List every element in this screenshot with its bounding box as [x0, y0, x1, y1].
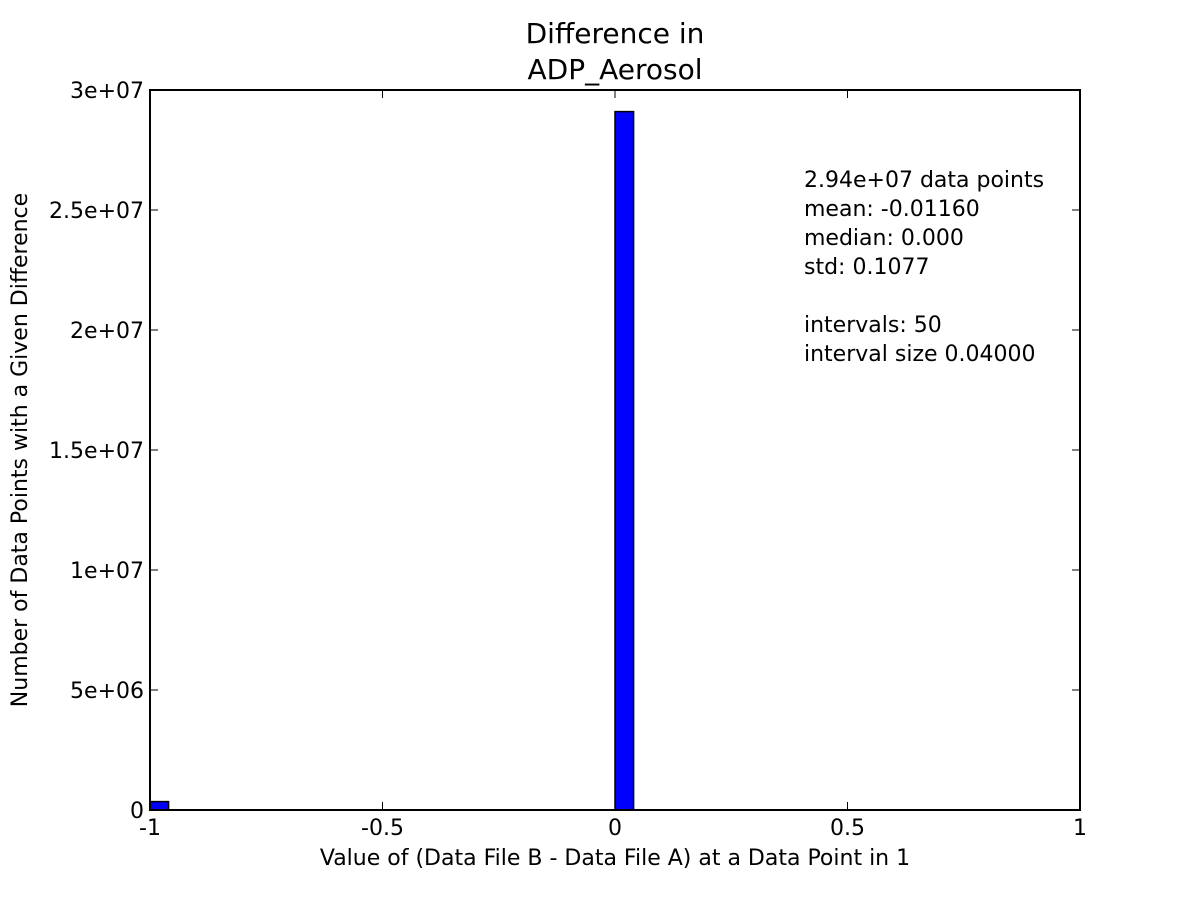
- x-tick-label: 0.5: [830, 816, 865, 841]
- y-tick-label: 0: [130, 799, 144, 824]
- y-axis-label: Number of Data Points with a Given Diffe…: [8, 193, 33, 707]
- x-tick-label: 1: [1073, 816, 1087, 841]
- x-tick-label: 0: [608, 816, 622, 841]
- chart-title-line-2: ADP_Aerosol: [527, 53, 702, 86]
- statistics-line: std: 0.1077: [804, 255, 929, 280]
- y-tick-label: 2.5e+07: [49, 199, 144, 224]
- x-tick-label: -0.5: [361, 816, 404, 841]
- statistics-annotation: 2.94e+07 data points mean: -0.01160 median…: [804, 168, 1044, 367]
- chart-title-line-1: Difference in: [526, 17, 705, 50]
- axis-ticks-group: -1 -0.5 0 0.5 1 0 5e+06 1e+07 1.5e+07 2e+07 2.5e+0…: [49, 79, 1087, 841]
- y-tick-label: 3e+07: [70, 79, 144, 104]
- y-tick-label: 1e+07: [70, 559, 144, 584]
- statistics-line: interval size 0.04000: [804, 342, 1036, 367]
- histogram-bar: [614, 110, 635, 811]
- y-tick-label: 5e+06: [70, 679, 144, 704]
- statistics-line: [804, 284, 811, 309]
- y-tick-label: 2e+07: [70, 319, 144, 344]
- histogram-bar: [149, 800, 170, 811]
- x-tick-label: -1: [139, 816, 161, 841]
- statistics-line: 2.94e+07 data points: [804, 168, 1044, 193]
- statistics-line: mean: -0.01160: [804, 197, 980, 222]
- bars-group: [149, 110, 635, 811]
- statistics-line: median: 0.000: [804, 226, 964, 251]
- y-tick-label: 1.5e+07: [49, 439, 144, 464]
- x-axis-label: Value of (Data File B - Data File A) at …: [320, 846, 910, 871]
- statistics-line: intervals: 50: [804, 313, 942, 338]
